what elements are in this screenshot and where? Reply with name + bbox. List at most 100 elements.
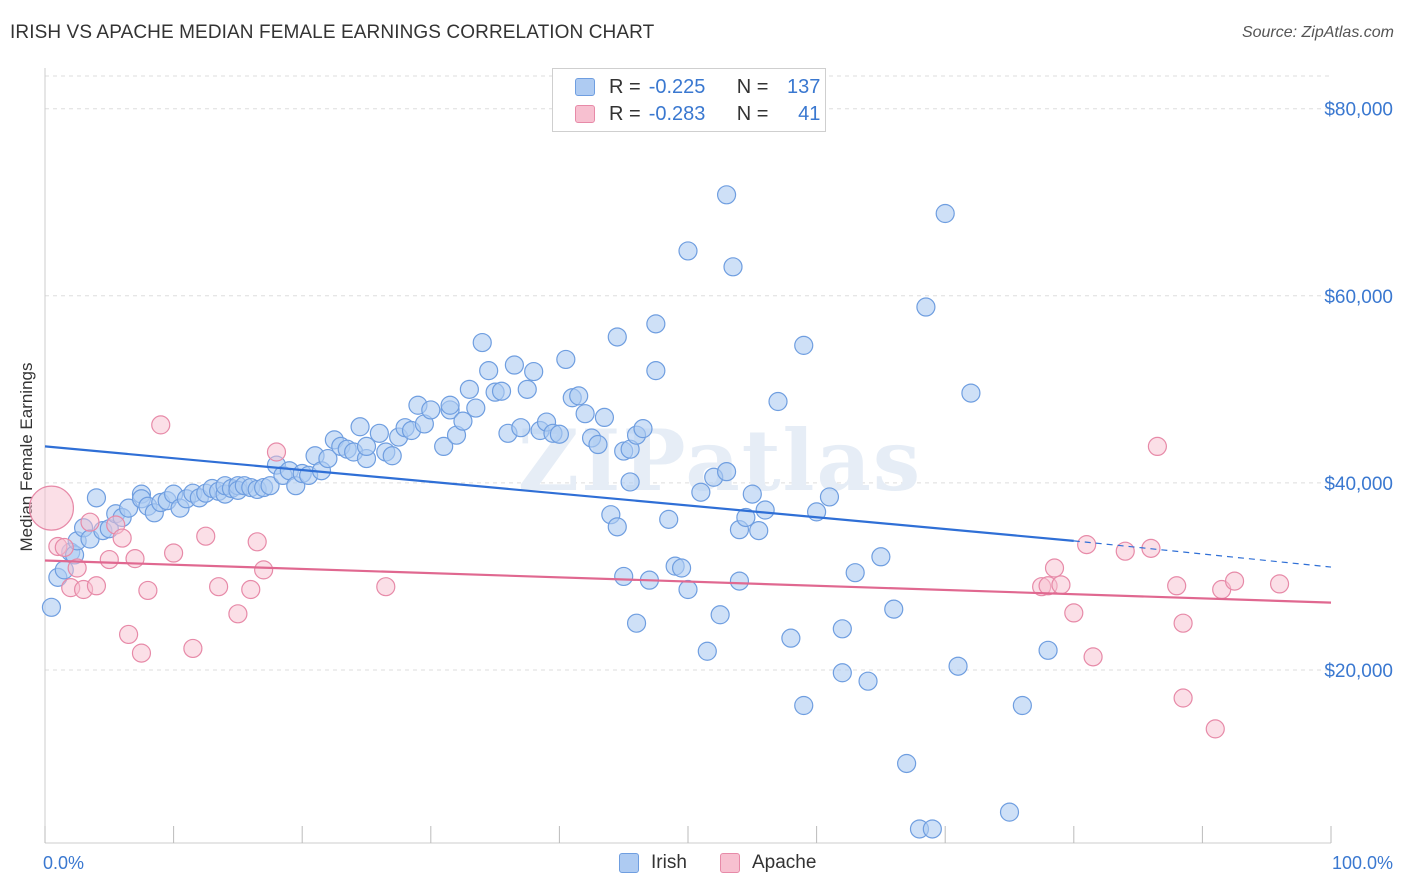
irish-point (832, 619, 852, 639)
irish-point (260, 476, 280, 496)
apache-point (247, 532, 267, 552)
irish-point (935, 203, 955, 224)
irish-point (646, 361, 666, 381)
source-note: Source: ZipAtlas.com (1241, 24, 1394, 41)
legend-row-irish: R = -0.225 N = 137 (575, 74, 820, 100)
irish-point (736, 507, 756, 528)
irish-point (472, 332, 492, 353)
apache-point (1083, 647, 1103, 667)
irish-point (382, 446, 402, 466)
irish-point (466, 398, 486, 418)
apache-point (99, 549, 119, 570)
y-tick-label: $20,000 (1324, 661, 1393, 682)
irish-point (884, 599, 904, 619)
legend-item-irish[interactable]: Irish (619, 852, 687, 874)
irish-point (961, 383, 981, 403)
legend-r-label: R = (609, 102, 641, 125)
legend-n-value: 41 (798, 102, 821, 125)
irish-point (832, 663, 852, 683)
irish-point (671, 558, 692, 578)
apache-point (228, 604, 248, 624)
apache-point (164, 543, 184, 563)
irish-point (819, 487, 840, 507)
irish-point (710, 605, 730, 625)
irish-point (845, 563, 865, 583)
y-tick-label: $40,000 (1324, 474, 1393, 495)
legend-item-apache[interactable]: Apache (720, 852, 816, 874)
irish-point (434, 436, 454, 457)
irish-point (524, 361, 544, 382)
irish-point (569, 386, 589, 406)
apache-point (112, 528, 132, 548)
irish-point (948, 656, 968, 676)
apache-legend-swatch (720, 853, 740, 873)
irish-point (594, 407, 615, 428)
irish-swatch (575, 78, 595, 96)
irish-point (633, 419, 653, 439)
irish-point (369, 423, 389, 443)
irish-point (749, 520, 769, 541)
irish-point (697, 641, 717, 661)
legend-r-value: -0.225 (648, 75, 706, 98)
irish-point (440, 395, 460, 415)
apache-point (86, 576, 107, 596)
apache-point (1115, 541, 1135, 561)
apache-point (1064, 603, 1084, 623)
irish-point (350, 417, 370, 437)
irish-point (614, 566, 634, 587)
irish-point (768, 391, 788, 412)
irish-point (691, 482, 711, 502)
irish-point (511, 418, 531, 438)
apache-point (183, 638, 203, 659)
apache-point (1077, 535, 1097, 555)
irish-point (607, 517, 627, 537)
irish-point (678, 241, 698, 261)
apache-point (1269, 574, 1290, 594)
irish-trend-line (44, 445, 1074, 542)
x-tick-label: 100.0% (1332, 853, 1393, 873)
irish-point (626, 613, 647, 633)
apache-point (1173, 688, 1193, 708)
irish-point (646, 314, 666, 334)
irish-point (453, 411, 473, 431)
irish-trend-extension (1073, 540, 1332, 568)
irish-point (491, 381, 512, 401)
irish-point (742, 484, 762, 504)
irish-point (659, 509, 679, 529)
apache-point (138, 580, 158, 601)
irish-point (588, 434, 608, 455)
legend-n-label: N = (736, 102, 769, 125)
irish-point (794, 695, 814, 716)
irish-point (575, 404, 595, 424)
apache-point (1167, 576, 1187, 596)
apache-point (118, 624, 139, 645)
irish-point (479, 361, 499, 381)
irish-point (118, 498, 139, 518)
irish-point (858, 671, 878, 691)
apache-point (241, 579, 261, 600)
apache-point (1205, 719, 1225, 739)
irish-point (318, 448, 338, 469)
irish-point (678, 579, 698, 600)
apache-point (1044, 558, 1065, 578)
irish-point (716, 462, 737, 482)
legend-n-label: N = (736, 75, 769, 98)
irish-point (459, 379, 479, 399)
irish-point (620, 472, 640, 492)
irish-point (755, 500, 775, 520)
apache-trend-line (44, 559, 1332, 604)
irish-point (607, 327, 627, 347)
apache-point (80, 512, 100, 532)
irish-point (794, 335, 814, 355)
irish-point (729, 571, 750, 591)
legend-apache-label: Apache (752, 852, 817, 873)
apache-point (254, 560, 274, 580)
irish-legend-swatch (619, 853, 639, 873)
apache-point (131, 643, 152, 663)
x-tick-label: 0.0% (43, 853, 84, 873)
legend-row-apache: R = -0.283 N = 41 (575, 101, 820, 127)
irish-point (871, 547, 891, 567)
irish-point (1012, 695, 1032, 716)
irish-point (1038, 640, 1058, 660)
